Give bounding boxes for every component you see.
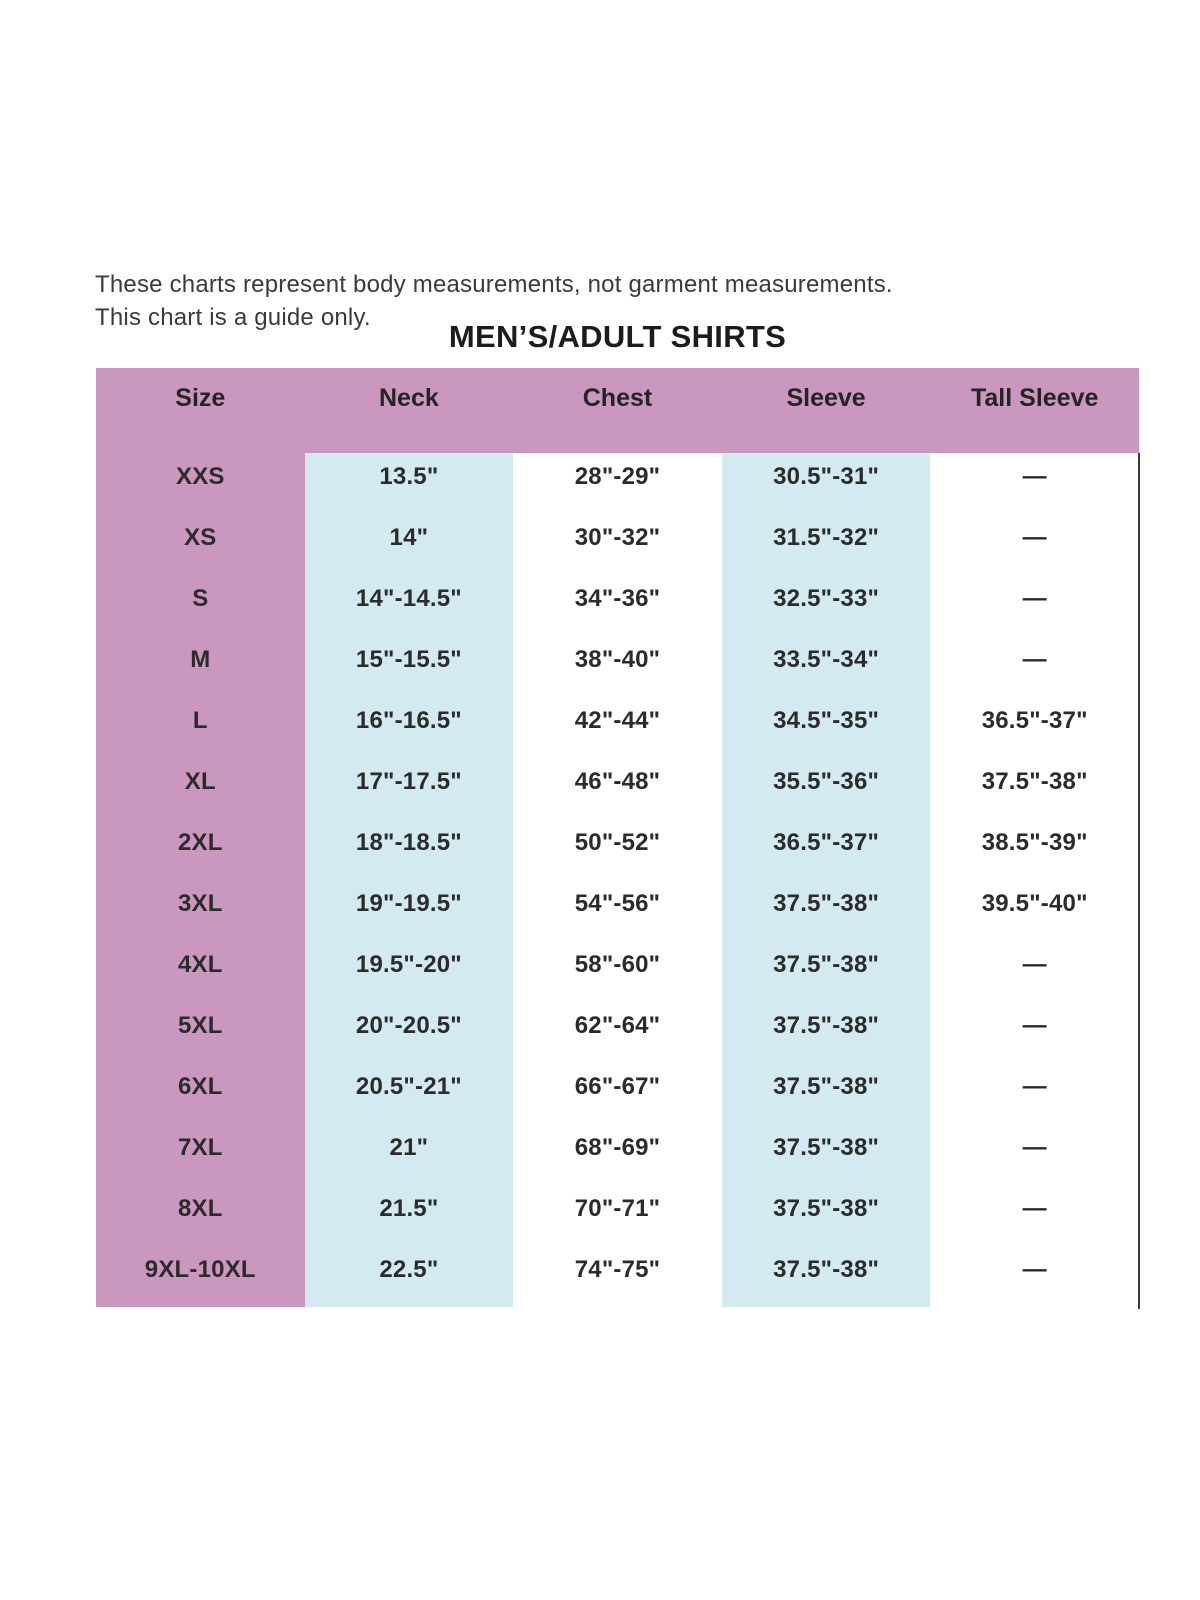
sleeve-cell: 37.5"-38" bbox=[721, 1002, 931, 1063]
table-row: 6XL 20.5"-21" 66"-67" 37.5"-38" — bbox=[96, 1063, 1139, 1124]
tall-sleeve-cell: 39.5"-40" bbox=[930, 880, 1139, 941]
sleeve-cell: 31.5"-32" bbox=[721, 514, 931, 575]
table-row: 3XL 19"-19.5" 54"-56" 37.5"-38" 39.5"-40… bbox=[96, 880, 1139, 941]
neck-cell: 19.5"-20" bbox=[304, 941, 514, 1002]
column-header-sleeve: Sleeve bbox=[786, 384, 866, 412]
table-row: 2XL 18"-18.5" 50"-52" 36.5"-37" 38.5"-39… bbox=[96, 819, 1139, 880]
sleeve-cell: 37.5"-38" bbox=[721, 1246, 931, 1307]
size-chart-table: Size Neck Chest Sleeve Tall Sleeve XXS 1… bbox=[96, 368, 1140, 1309]
neck-cell: 18"-18.5" bbox=[304, 819, 514, 880]
chest-cell: 70"-71" bbox=[513, 1185, 722, 1246]
tall-sleeve-cell: — bbox=[930, 575, 1139, 636]
table-row: S 14"-14.5" 34"-36" 32.5"-33" — bbox=[96, 575, 1139, 636]
column-header-tall-sleeve: Tall Sleeve bbox=[970, 384, 1099, 412]
size-cell: 7XL bbox=[96, 1124, 305, 1185]
chest-cell: 46"-48" bbox=[513, 758, 722, 819]
size-cell: S bbox=[96, 575, 305, 636]
size-cell: 8XL bbox=[96, 1185, 305, 1246]
tall-sleeve-cell: — bbox=[930, 1002, 1139, 1063]
tall-sleeve-cell: — bbox=[930, 1185, 1139, 1246]
size-cell: 3XL bbox=[96, 880, 305, 941]
page-title: MEN’S/ADULT SHIRTS bbox=[448, 319, 787, 354]
size-cell: XS bbox=[96, 514, 305, 575]
size-cell: XXS bbox=[96, 453, 305, 514]
chest-cell: 66"-67" bbox=[513, 1063, 722, 1124]
tall-sleeve-cell: 38.5"-39" bbox=[930, 819, 1139, 880]
sleeve-cell: 37.5"-38" bbox=[721, 941, 931, 1002]
tall-sleeve-cell: 36.5"-37" bbox=[930, 697, 1139, 758]
chest-cell: 74"-75" bbox=[513, 1246, 722, 1307]
table-row: 7XL 21" 68"-69" 37.5"-38" — bbox=[96, 1124, 1139, 1185]
chest-cell: 58"-60" bbox=[513, 941, 722, 1002]
table-row: M 15"-15.5" 38"-40" 33.5"-34" — bbox=[96, 636, 1139, 697]
table-row: 8XL 21.5" 70"-71" 37.5"-38" — bbox=[96, 1185, 1139, 1246]
tall-sleeve-cell: 37.5"-38" bbox=[930, 758, 1139, 819]
sleeve-cell: 37.5"-38" bbox=[721, 1124, 931, 1185]
chest-cell: 54"-56" bbox=[513, 880, 722, 941]
neck-cell: 15"-15.5" bbox=[304, 636, 514, 697]
tall-sleeve-cell: — bbox=[930, 636, 1139, 697]
tall-sleeve-cell: — bbox=[930, 1063, 1139, 1124]
neck-cell: 14"-14.5" bbox=[304, 575, 514, 636]
tall-sleeve-cell: — bbox=[930, 1246, 1139, 1307]
tall-sleeve-cell: — bbox=[930, 514, 1139, 575]
table-body: XXS 13.5" 28"-29" 30.5"-31" — XS 14" 30"… bbox=[96, 453, 1140, 1309]
table-header-row: Size Neck Chest Sleeve Tall Sleeve bbox=[96, 368, 1139, 453]
sleeve-cell: 30.5"-31" bbox=[721, 453, 931, 514]
neck-cell: 20.5"-21" bbox=[304, 1063, 514, 1124]
table-row: L 16"-16.5" 42"-44" 34.5"-35" 36.5"-37" bbox=[96, 697, 1139, 758]
table-row: XL 17"-17.5" 46"-48" 35.5"-36" 37.5"-38" bbox=[96, 758, 1139, 819]
size-cell: L bbox=[96, 697, 305, 758]
size-cell: 2XL bbox=[96, 819, 305, 880]
chest-cell: 34"-36" bbox=[513, 575, 722, 636]
chest-cell: 50"-52" bbox=[513, 819, 722, 880]
chest-cell: 30"-32" bbox=[513, 514, 722, 575]
sleeve-cell: 36.5"-37" bbox=[721, 819, 931, 880]
chest-cell: 42"-44" bbox=[513, 697, 722, 758]
size-cell: 4XL bbox=[96, 941, 305, 1002]
neck-cell: 14" bbox=[304, 514, 514, 575]
sleeve-cell: 37.5"-38" bbox=[721, 1185, 931, 1246]
disclaimer-text: These charts represent body measurements… bbox=[95, 268, 893, 334]
tall-sleeve-cell: — bbox=[930, 453, 1139, 514]
sleeve-cell: 37.5"-38" bbox=[721, 1063, 931, 1124]
table-row: 4XL 19.5"-20" 58"-60" 37.5"-38" — bbox=[96, 941, 1139, 1002]
sleeve-cell: 33.5"-34" bbox=[721, 636, 931, 697]
sleeve-cell: 34.5"-35" bbox=[721, 697, 931, 758]
column-header-size: Size bbox=[175, 384, 226, 412]
size-cell: M bbox=[96, 636, 305, 697]
chest-cell: 62"-64" bbox=[513, 1002, 722, 1063]
chest-cell: 68"-69" bbox=[513, 1124, 722, 1185]
table-row: 5XL 20"-20.5" 62"-64" 37.5"-38" — bbox=[96, 1002, 1139, 1063]
column-header-neck: Neck bbox=[379, 384, 439, 412]
size-cell: 9XL-10XL bbox=[96, 1246, 305, 1307]
table-right-border-line bbox=[1138, 453, 1140, 1309]
disclaimer-line-2: This chart is a guide only. bbox=[95, 304, 371, 331]
size-cell: 6XL bbox=[96, 1063, 305, 1124]
sleeve-cell: 35.5"-36" bbox=[721, 758, 931, 819]
neck-cell: 16"-16.5" bbox=[304, 697, 514, 758]
column-header-chest: Chest bbox=[582, 384, 653, 412]
neck-cell: 19"-19.5" bbox=[304, 880, 514, 941]
sleeve-cell: 32.5"-33" bbox=[721, 575, 931, 636]
chest-cell: 38"-40" bbox=[513, 636, 722, 697]
chest-cell: 28"-29" bbox=[513, 453, 722, 514]
neck-cell: 22.5" bbox=[304, 1246, 514, 1307]
table-row: XS 14" 30"-32" 31.5"-32" — bbox=[96, 514, 1139, 575]
tall-sleeve-cell: — bbox=[930, 941, 1139, 1002]
neck-cell: 21.5" bbox=[304, 1185, 514, 1246]
table-row: XXS 13.5" 28"-29" 30.5"-31" — bbox=[96, 453, 1139, 514]
neck-cell: 21" bbox=[304, 1124, 514, 1185]
table-row: 9XL-10XL 22.5" 74"-75" 37.5"-38" — bbox=[96, 1246, 1139, 1307]
size-cell: XL bbox=[96, 758, 305, 819]
disclaimer-line-1: These charts represent body measurements… bbox=[95, 271, 893, 298]
neck-cell: 13.5" bbox=[304, 453, 514, 514]
tall-sleeve-cell: — bbox=[930, 1124, 1139, 1185]
neck-cell: 17"-17.5" bbox=[304, 758, 514, 819]
neck-cell: 20"-20.5" bbox=[304, 1002, 514, 1063]
size-cell: 5XL bbox=[96, 1002, 305, 1063]
sleeve-cell: 37.5"-38" bbox=[721, 880, 931, 941]
